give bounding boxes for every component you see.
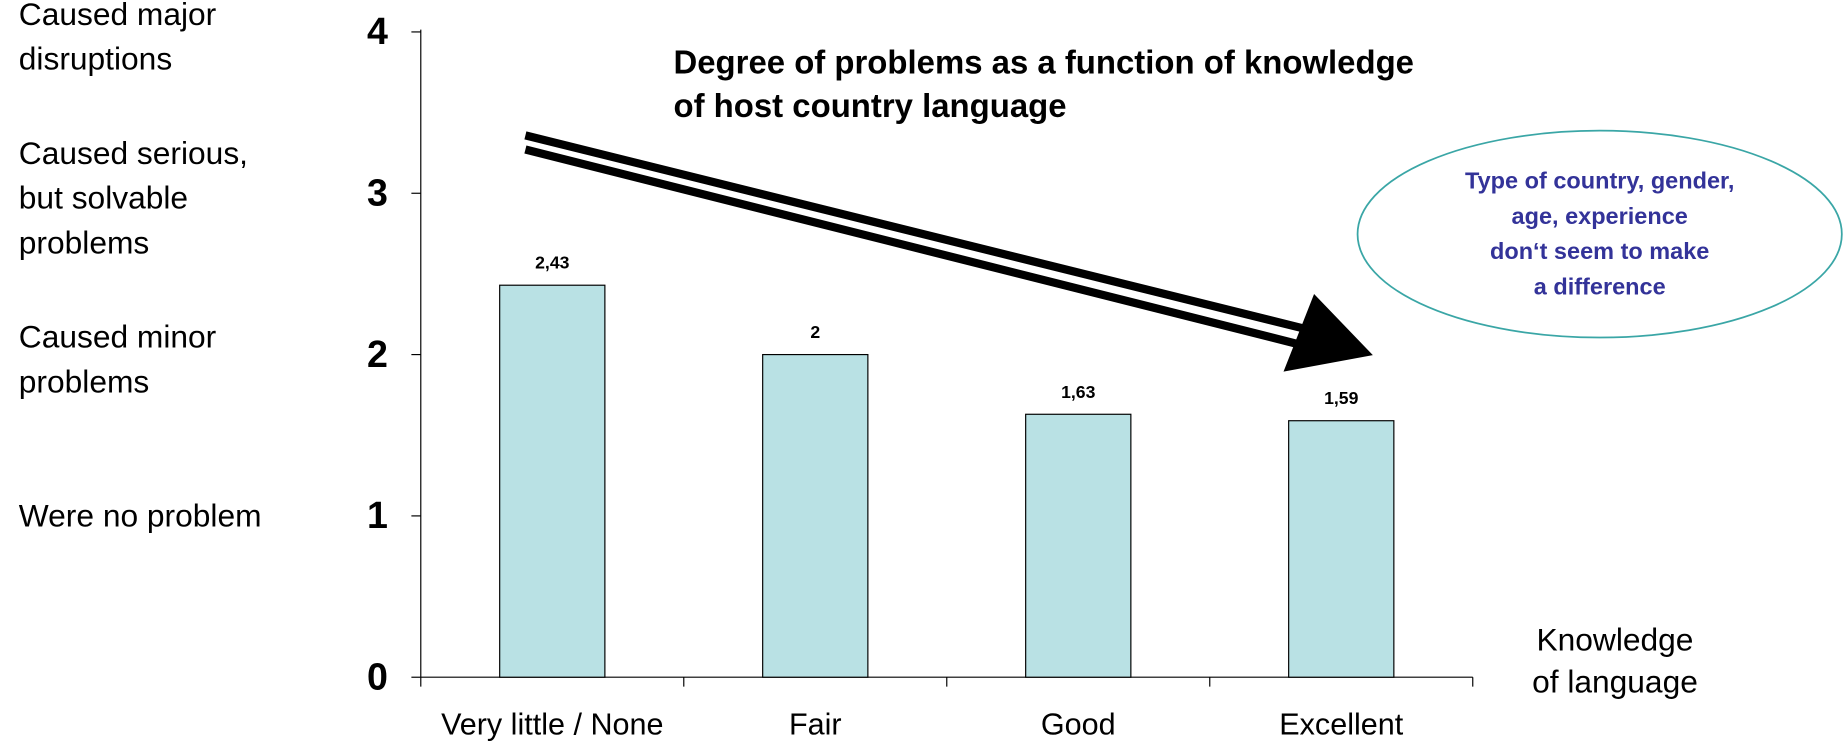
note-text: a difference bbox=[1534, 273, 1666, 299]
x-axis-label: of language bbox=[1532, 664, 1698, 700]
y-level-label: problems bbox=[19, 363, 149, 399]
chart-title: Degree of problems as a function of know… bbox=[673, 44, 1414, 81]
y-level-label: problems bbox=[19, 224, 149, 260]
x-tick-label: Good bbox=[1041, 708, 1116, 742]
bar bbox=[1025, 413, 1132, 678]
note-text: age, experience bbox=[1512, 203, 1688, 229]
y-level-label: Caused minor bbox=[19, 319, 217, 355]
bar bbox=[762, 353, 869, 678]
y-tick-label: 4 bbox=[367, 10, 388, 52]
x-axis-label: Knowledge bbox=[1536, 621, 1693, 657]
chart-title: of host country language bbox=[673, 87, 1066, 124]
value-label: 1,59 bbox=[1324, 388, 1359, 408]
x-tick-label: Excellent bbox=[1279, 708, 1403, 742]
note-text: Type of country, gender, bbox=[1465, 168, 1734, 194]
y-level-label: Were no problem bbox=[19, 498, 262, 534]
value-label: 2,43 bbox=[535, 253, 570, 273]
y-level-label: Caused serious, bbox=[19, 135, 248, 171]
trend-arrow bbox=[524, 131, 1373, 372]
y-level-label: but solvable bbox=[19, 180, 188, 216]
value-label: 2 bbox=[810, 322, 820, 342]
y-tick-label: 0 bbox=[367, 656, 388, 698]
note-bubble bbox=[1356, 129, 1843, 339]
bar bbox=[1288, 420, 1395, 678]
note-text: don‘t seem to make bbox=[1490, 238, 1709, 264]
y-tick-label: 2 bbox=[367, 333, 388, 375]
value-label: 1,63 bbox=[1061, 382, 1096, 402]
x-tick-label: Fair bbox=[789, 708, 842, 742]
y-tick-label: 3 bbox=[367, 172, 388, 214]
y-level-label: Caused major bbox=[19, 0, 217, 32]
y-level-label: disruptions bbox=[19, 41, 172, 77]
y-tick-label: 1 bbox=[367, 494, 388, 536]
x-tick-label: Very little / None bbox=[441, 708, 663, 742]
bar bbox=[499, 284, 606, 678]
